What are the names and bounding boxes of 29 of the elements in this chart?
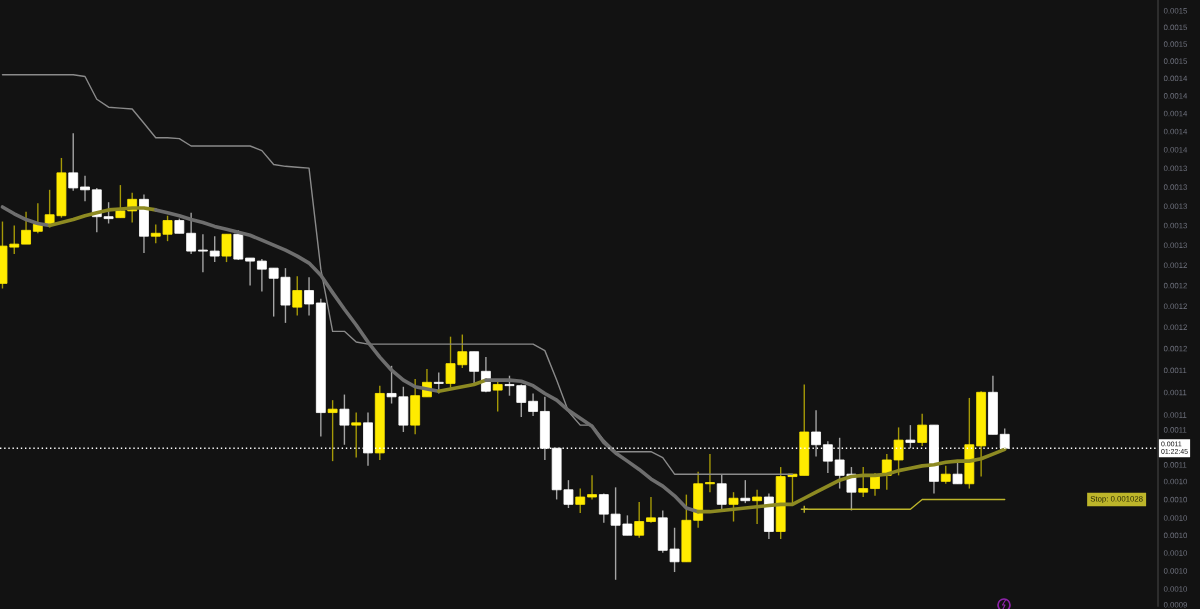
candlestick bbox=[186, 212, 197, 255]
candlestick bbox=[858, 466, 869, 498]
candlestick bbox=[292, 275, 303, 317]
candlestick bbox=[716, 473, 727, 510]
candlestick bbox=[587, 474, 597, 501]
candlestick bbox=[221, 233, 232, 263]
candlestick bbox=[256, 258, 267, 293]
candlestick bbox=[245, 257, 255, 287]
candlestick bbox=[917, 413, 928, 447]
candlestick bbox=[339, 393, 350, 446]
candlestick bbox=[68, 132, 79, 192]
candlestick bbox=[634, 501, 645, 539]
candlestick bbox=[21, 211, 31, 245]
candlestick bbox=[351, 411, 362, 459]
candlestick bbox=[80, 174, 90, 202]
candlestick bbox=[209, 235, 220, 263]
candlestick bbox=[728, 491, 739, 523]
candlestick bbox=[32, 202, 43, 234]
candlestick bbox=[304, 276, 314, 317]
candlestick bbox=[752, 489, 762, 525]
candlestick bbox=[646, 496, 656, 524]
candlestick bbox=[492, 380, 503, 413]
candlestick bbox=[740, 479, 751, 504]
candlestick bbox=[528, 392, 538, 417]
candlestick bbox=[198, 233, 208, 273]
candlestick bbox=[905, 424, 916, 449]
candlestick bbox=[575, 487, 586, 514]
candlestick bbox=[327, 399, 338, 462]
candlestick bbox=[705, 453, 715, 493]
